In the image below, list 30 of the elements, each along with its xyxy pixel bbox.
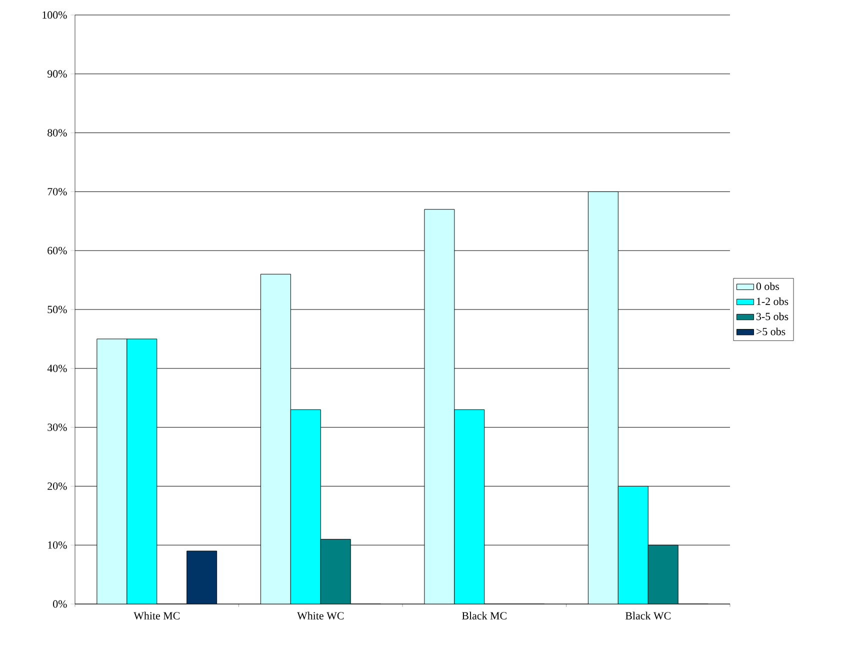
bar xyxy=(260,274,291,604)
bar xyxy=(424,209,455,604)
y-tick-label: 90% xyxy=(48,70,67,78)
y-tick-label: 100% xyxy=(42,11,67,19)
bar xyxy=(648,544,678,604)
y-tick-label: 60% xyxy=(48,246,67,254)
y-tick-label: 0% xyxy=(53,600,67,608)
y-tick-label: 10% xyxy=(48,541,67,549)
y-tick-label: 20% xyxy=(48,482,67,490)
bar xyxy=(290,409,321,604)
bar xyxy=(320,538,351,604)
bar xyxy=(588,191,618,604)
x-tick-label: White MC xyxy=(134,612,180,620)
y-tick-label: 40% xyxy=(47,364,67,372)
y-tick-label: 50% xyxy=(48,306,67,314)
x-tick-label: White WC xyxy=(297,612,344,620)
bar xyxy=(96,338,128,604)
y-tick-label: 30% xyxy=(48,424,67,432)
y-tick-label: 80% xyxy=(48,129,67,137)
bar xyxy=(454,409,485,604)
legend-label: 3-5 obs xyxy=(756,312,788,320)
bar xyxy=(186,550,218,604)
legend-label: >5 obs xyxy=(756,328,786,336)
y-tick-label: 70% xyxy=(48,188,67,196)
bar xyxy=(126,338,158,604)
x-tick-label: Black MC xyxy=(462,612,506,620)
legend-label: 1-2 obs xyxy=(756,297,788,306)
bar xyxy=(618,486,648,604)
x-tick-label: Black WC xyxy=(625,612,671,620)
legend-label: 0 obs xyxy=(756,282,780,290)
